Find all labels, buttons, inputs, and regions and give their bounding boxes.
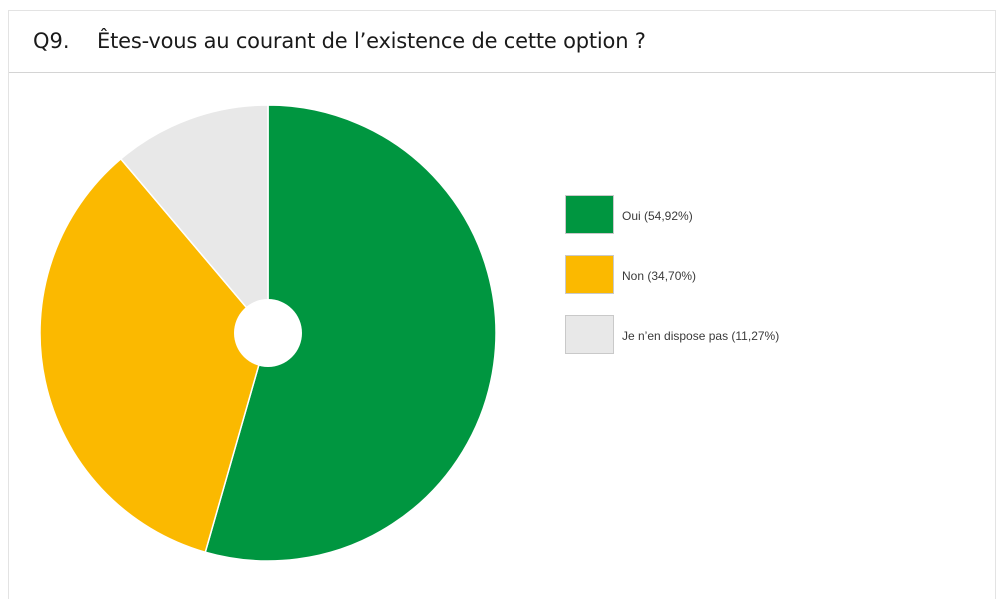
pie-slice-oui (204, 104, 497, 562)
legend-swatch-non (565, 255, 614, 294)
legend-label-je-nen-dispose-pas: Je n’en dispose pas (11,27%) (622, 329, 780, 343)
donut-hole (234, 299, 302, 367)
legend-label-non: Non (34,70%) (622, 269, 697, 283)
pie-slice-je-nen-dispose-pas (119, 104, 269, 336)
legend-swatch-je-nen-dispose-pas (565, 315, 614, 354)
question-number: Q9. (33, 29, 70, 53)
question-title: Êtes-vous au courant de l’existence de c… (97, 29, 646, 53)
legend-swatch-oui (565, 195, 614, 234)
question-header: Q9. Êtes-vous au courant de l’existence … (9, 11, 995, 73)
legend-label-oui: Oui (54,92%) (622, 209, 693, 223)
pie-slices (39, 104, 497, 562)
pie-slice-non (39, 157, 269, 554)
